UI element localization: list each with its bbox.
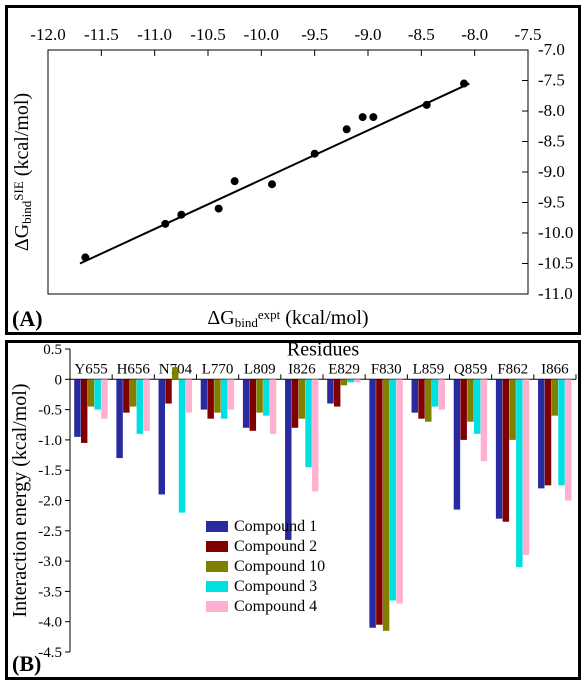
svg-text:-1.0: -1.0	[38, 433, 62, 449]
svg-text:I826: I826	[288, 361, 316, 377]
panel-a-label: (A)	[12, 306, 43, 332]
svg-text:-2.5: -2.5	[38, 524, 62, 540]
svg-text:-3.0: -3.0	[38, 554, 62, 570]
svg-text:-11.0: -11.0	[137, 25, 172, 44]
svg-text:-9.5: -9.5	[538, 193, 565, 212]
svg-text:-1.5: -1.5	[38, 463, 62, 479]
svg-text:-8.0: -8.0	[461, 25, 488, 44]
svg-text:-8.0: -8.0	[538, 101, 565, 120]
svg-text:-0.5: -0.5	[38, 403, 62, 419]
svg-text:-7.0: -7.0	[538, 40, 565, 59]
svg-text:-10.5: -10.5	[538, 254, 573, 273]
svg-text:Y655: Y655	[74, 361, 107, 377]
svg-text:Compound 3: Compound 3	[234, 578, 317, 595]
svg-text:-2.0: -2.0	[38, 494, 62, 510]
svg-text:-4.5: -4.5	[38, 645, 62, 661]
svg-text:-3.5: -3.5	[38, 584, 62, 600]
svg-text:L809: L809	[244, 361, 276, 377]
svg-text:F862: F862	[497, 361, 528, 377]
svg-text:ΔGbindexpt (kcal/mol): ΔGbindexpt (kcal/mol)	[207, 307, 368, 330]
svg-text:Q859: Q859	[454, 361, 487, 377]
panel-b: 0.5 0 -0.5 -1.0 -1.5 -2.0 -2.5 -3.0 -3.5 -4.0 -4.5…	[5, 340, 581, 680]
svg-text:-8.5: -8.5	[538, 132, 565, 151]
panel-b-label: (B)	[12, 651, 41, 677]
svg-text:Compound 2: Compound 2	[234, 538, 317, 555]
svg-text:ΔGbindSIE (kcal/mol): ΔGbindSIE (kcal/mol)	[11, 93, 34, 251]
svg-text:L770: L770	[202, 361, 234, 377]
svg-text:-7.5: -7.5	[538, 71, 565, 90]
svg-text:Compound 10: Compound 10	[234, 558, 325, 575]
svg-text:Compound 1: Compound 1	[234, 518, 317, 535]
svg-text:-9.5: -9.5	[301, 25, 328, 44]
svg-text:-10.5: -10.5	[190, 25, 225, 44]
svg-text:Interaction energy (kcal/mol): Interaction energy (kcal/mol)	[9, 384, 31, 618]
svg-text:-9.0: -9.0	[538, 162, 565, 181]
bar-chart: 0.5 0 -0.5 -1.0 -1.5 -2.0 -2.5 -3.0 -3.5 -4.0 -4.5…	[8, 343, 584, 683]
svg-text:-12.0: -12.0	[30, 25, 65, 44]
svg-text:0: 0	[55, 372, 63, 388]
svg-text:L859: L859	[413, 361, 445, 377]
scatter-chart: -12.0 -11.5 -11.0 -10.5 -10.0 -9.5 -9.0 -8.5 -8.…	[8, 8, 584, 338]
svg-text:Compound 4: Compound 4	[234, 598, 317, 615]
svg-text:F830: F830	[371, 361, 402, 377]
svg-text:I866: I866	[541, 361, 569, 377]
svg-text:-10.0: -10.0	[244, 25, 279, 44]
svg-text:H656: H656	[117, 361, 151, 377]
svg-text:-9.0: -9.0	[355, 25, 382, 44]
svg-text:-11.5: -11.5	[84, 25, 119, 44]
svg-text:-11.0: -11.0	[538, 284, 573, 303]
svg-text:Residues: Residues	[287, 343, 359, 360]
svg-text:-4.0: -4.0	[38, 615, 62, 631]
svg-text:E829: E829	[328, 361, 360, 377]
svg-text:-8.5: -8.5	[408, 25, 435, 44]
svg-text:0.5: 0.5	[43, 343, 62, 358]
panel-a: -12.0 -11.5 -11.0 -10.5 -10.0 -9.5 -9.0 -8.5 -8.…	[5, 5, 581, 335]
svg-text:-10.0: -10.0	[538, 223, 573, 242]
